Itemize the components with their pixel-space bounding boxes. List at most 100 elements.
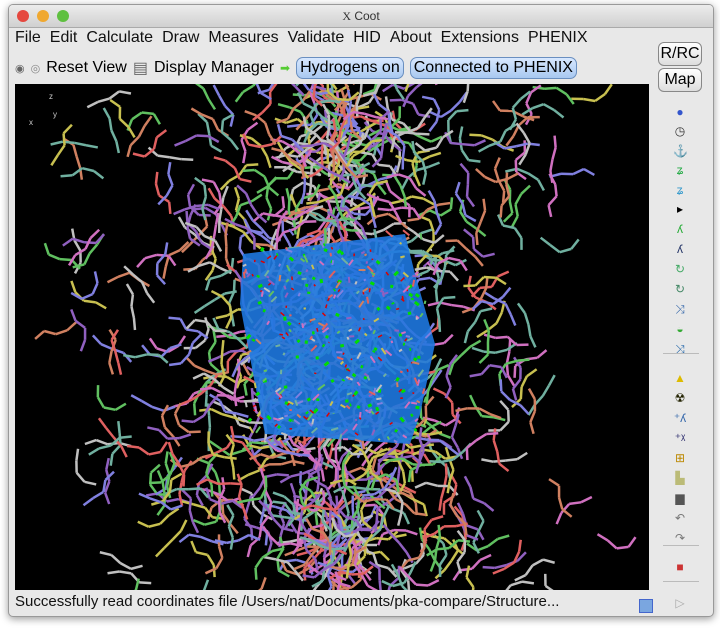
- bond: [480, 134, 494, 141]
- bond: [273, 417, 281, 422]
- bond: [98, 444, 111, 450]
- anchor-icon[interactable]: ⚓: [673, 144, 688, 158]
- plus-box-icon[interactable]: ⊞: [674, 451, 686, 465]
- bond: [119, 570, 132, 575]
- bond: [321, 545, 334, 551]
- bond: [180, 353, 190, 365]
- bond: [238, 236, 243, 249]
- display-manager-button[interactable]: Display Manager: [153, 59, 275, 76]
- play-icon: ▷: [675, 596, 685, 610]
- bond: [329, 141, 340, 152]
- difference-map-positive: [260, 246, 265, 252]
- bond: [423, 300, 427, 305]
- bond: [330, 207, 336, 220]
- chain-refine-icon[interactable]: ʑ: [676, 183, 684, 197]
- bond: [185, 356, 196, 367]
- bond: [112, 436, 123, 448]
- arrow-right-icon[interactable]: ▸: [676, 202, 684, 216]
- rotate-icon[interactable]: ●: [676, 105, 684, 119]
- back-icon[interactable]: ◉: [15, 62, 25, 75]
- bond: [377, 207, 390, 212]
- bond: [376, 212, 389, 218]
- clock-icon[interactable]: ◷: [674, 124, 686, 138]
- redo-icon[interactable]: ↷: [674, 531, 686, 545]
- chain-icon[interactable]: ʑ: [676, 163, 684, 177]
- bond: [387, 567, 398, 578]
- flag-icon[interactable]: ■: [676, 560, 684, 574]
- bond: [110, 554, 122, 565]
- reset-view-button[interactable]: Reset View: [46, 59, 127, 76]
- bond: [363, 332, 368, 337]
- bond: [375, 384, 383, 393]
- rrc-button[interactable]: R/RC: [658, 42, 702, 66]
- bond: [500, 195, 511, 207]
- bond: [469, 339, 482, 348]
- difference-map-negative: [354, 432, 359, 436]
- bond: [204, 269, 214, 281]
- add-atom-icon[interactable]: ⁺ᵡ: [674, 431, 686, 445]
- bond: [536, 349, 548, 359]
- bond: [378, 103, 390, 113]
- bond: [442, 129, 454, 139]
- bond: [414, 417, 419, 423]
- molecule-graphics[interactable]: [15, 84, 649, 590]
- stop-icon[interactable]: ◎: [30, 62, 41, 75]
- bond: [508, 118, 518, 131]
- flip-icon[interactable]: ⤨: [675, 302, 685, 316]
- rotamer-2-icon[interactable]: ↻: [674, 282, 686, 296]
- bond: [297, 441, 308, 453]
- bond: [393, 439, 398, 444]
- bond: [541, 385, 550, 397]
- blue-residue-icon[interactable]: ʎ: [677, 242, 683, 256]
- stamp-icon[interactable]: ▙: [675, 471, 685, 485]
- bond: [283, 285, 287, 290]
- bond: [476, 509, 485, 522]
- menu-validate[interactable]: Validate: [287, 29, 345, 46]
- bond: [465, 184, 470, 197]
- hydrogens-toggle[interactable]: Hydrogens on: [296, 57, 404, 79]
- bond: [284, 246, 288, 250]
- menu-measures[interactable]: Measures: [208, 29, 279, 46]
- bond: [276, 473, 289, 477]
- bond: [418, 546, 426, 559]
- minimize-button[interactable]: [37, 10, 49, 22]
- bond: [327, 585, 333, 590]
- menu-extensions[interactable]: Extensions: [440, 29, 519, 46]
- menu-edit[interactable]: Edit: [49, 29, 78, 46]
- bond: [436, 546, 450, 551]
- phenix-connection-button[interactable]: Connected to PHENIX: [409, 57, 577, 79]
- torsion-icon[interactable]: ⤨: [675, 342, 685, 356]
- menu-file[interactable]: File: [15, 29, 41, 46]
- bond: [262, 377, 267, 383]
- bond: [415, 436, 428, 442]
- side-by-side-icon[interactable]: ◒: [676, 322, 684, 336]
- green-residue-icon[interactable]: ʎ: [677, 222, 683, 236]
- bond: [218, 482, 231, 486]
- trash-icon[interactable]: ▆: [675, 491, 685, 505]
- menu-phenix[interactable]: PHENIX: [527, 29, 588, 46]
- bond: [423, 396, 427, 403]
- bond: [156, 504, 166, 516]
- rotamer-icon[interactable]: ↻: [674, 262, 686, 276]
- bond: [377, 402, 383, 406]
- density-map: [240, 234, 435, 444]
- bond: [310, 458, 322, 467]
- zoom-button[interactable]: [57, 10, 69, 22]
- bond: [192, 372, 205, 380]
- map-button[interactable]: Map: [658, 68, 702, 92]
- menu-calculate[interactable]: Calculate: [86, 29, 154, 46]
- radioactive-icon[interactable]: ☢: [674, 391, 686, 405]
- bond: [211, 386, 224, 395]
- bond: [117, 362, 123, 375]
- bond: [423, 529, 428, 542]
- menu-hid[interactable]: HID: [353, 29, 381, 46]
- close-button[interactable]: [17, 10, 29, 22]
- molecule-viewport[interactable]: z x y: [15, 84, 649, 590]
- undo-icon[interactable]: ↶: [674, 511, 686, 525]
- bond: [290, 542, 303, 548]
- menu-draw[interactable]: Draw: [162, 29, 200, 46]
- add-residue-icon[interactable]: ⁺ʎ: [673, 411, 687, 425]
- hazard-icon[interactable]: ▲: [674, 371, 686, 385]
- bond: [132, 317, 137, 331]
- menu-about[interactable]: About: [389, 29, 432, 46]
